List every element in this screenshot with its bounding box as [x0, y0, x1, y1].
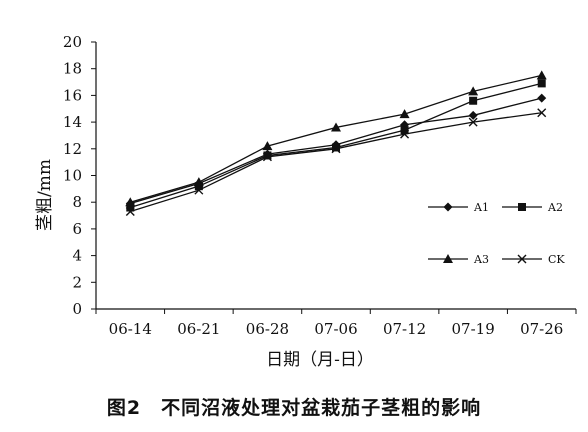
y-tick-label: 10 [63, 167, 82, 185]
data-point-a2 [401, 126, 409, 134]
data-point-a2 [263, 151, 271, 159]
legend-item-a1: A1 [428, 201, 489, 214]
y-tick-label: 2 [72, 273, 82, 291]
legend-item-a3: A3 [428, 253, 489, 266]
x-tick-label: 06-21 [177, 320, 220, 338]
legend-item-ck: CK [502, 253, 565, 266]
x-tick-label: 07-12 [383, 320, 426, 338]
data-point-a1 [537, 94, 546, 103]
x-tick-label: 07-06 [314, 320, 357, 338]
legend-label: CK [548, 253, 565, 266]
y-tick-label: 0 [72, 300, 82, 318]
legend-label: A1 [473, 201, 489, 214]
x-tick-label: 06-28 [246, 320, 289, 338]
data-point-a2 [538, 79, 546, 87]
series-line-a3 [130, 75, 541, 202]
y-axis-title: 茎粗/mm [35, 159, 55, 231]
y-axis: 0 2 4 6 8 10 12 14 16 18 20 [63, 33, 96, 318]
x-axis: 06-14 06-21 06-28 07-06 07-12 07-19 07-26 [96, 309, 576, 338]
legend-item-a2: A2 [502, 201, 563, 214]
legend-label: A2 [547, 201, 563, 214]
x-tick-label: 07-26 [520, 320, 563, 338]
x-tick-label: 06-14 [109, 320, 152, 338]
data-point-a2 [332, 143, 340, 151]
legend-marker [518, 203, 526, 211]
y-tick-label: 4 [72, 247, 82, 265]
y-tick-label: 20 [63, 33, 82, 51]
y-tick-label: 6 [72, 220, 82, 238]
y-tick-label: 16 [63, 86, 82, 104]
legend: A1 A2 A3 CK [428, 201, 565, 266]
y-tick-label: 8 [72, 193, 82, 211]
x-axis-title: 日期（月-日） [266, 350, 374, 370]
y-tick-label: 18 [63, 60, 82, 78]
y-tick-label: 14 [63, 113, 82, 131]
x-tick-label: 07-19 [452, 320, 495, 338]
line-chart: 0 2 4 6 8 10 12 14 16 18 20 06-14 06-21 06-28 07-06 07… [0, 0, 588, 385]
y-tick-label: 12 [63, 140, 82, 158]
legend-marker [444, 203, 453, 212]
data-point-a3 [537, 70, 547, 79]
figure-caption: 图2 不同沼液处理对盆栽茄子茎粗的影响 [0, 393, 588, 420]
legend-label: A3 [473, 253, 489, 266]
data-point-a2 [469, 97, 477, 105]
